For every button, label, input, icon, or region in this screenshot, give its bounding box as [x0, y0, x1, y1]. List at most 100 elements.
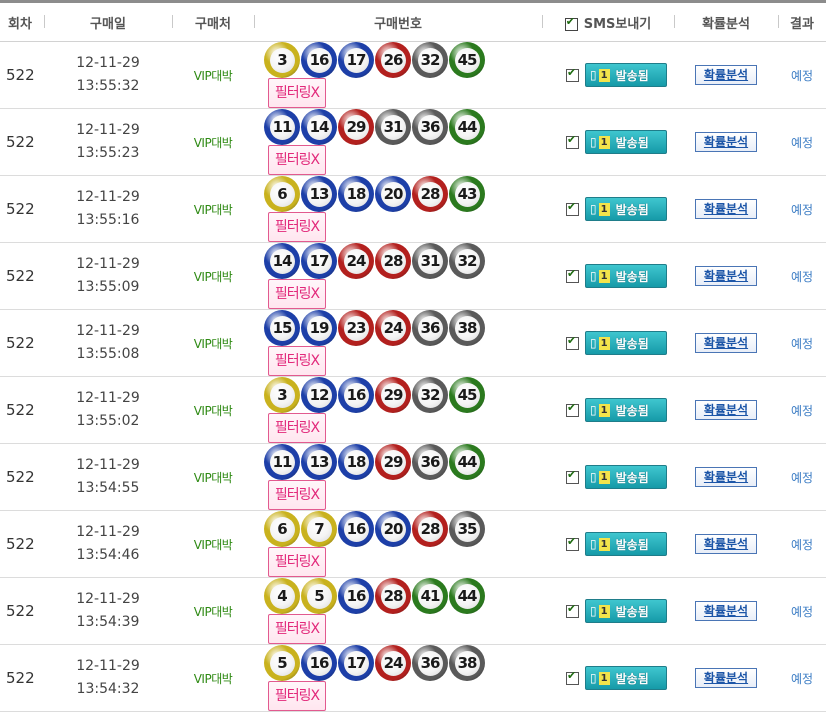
lotto-ball: 11 [264, 444, 300, 480]
lotto-ball: 28 [412, 176, 448, 212]
lotto-ball: 7 [301, 511, 337, 547]
purchase-time: 13:54:46 [76, 547, 140, 563]
sms-status: 발송됨 [615, 202, 649, 217]
sms-sent-button[interactable]: ▯ 1 발송됨 [585, 130, 667, 154]
sms-checkbox[interactable] [566, 133, 579, 149]
lotto-ball: 17 [338, 645, 374, 681]
lotto-ball-number: 36 [417, 650, 443, 676]
filter-button[interactable]: 필터링X [268, 614, 326, 644]
round-number: 522 [0, 376, 44, 444]
purchase-datetime: 12-11-29 13:55:16 [44, 175, 172, 243]
lotto-ball-number: 35 [454, 516, 480, 542]
lotto-ball-set: 3 12 16 29 32 45 [264, 377, 485, 413]
table-row: 522 12-11-29 13:55:16 VIP대박 6 13 18 20 28 43 필터링X ▯… [0, 175, 826, 243]
round-number: 522 [0, 108, 44, 176]
purchase-date: 12-11-29 [76, 390, 140, 406]
lotto-ball: 29 [375, 444, 411, 480]
sms-checkbox[interactable] [566, 267, 579, 283]
analysis-button[interactable]: 확률분석 [695, 65, 757, 86]
lotto-ball: 12 [301, 377, 337, 413]
filter-button[interactable]: 필터링X [268, 346, 326, 376]
analysis-button[interactable]: 확률분석 [695, 199, 757, 220]
analysis-button[interactable]: 확률분석 [695, 132, 757, 153]
lotto-ball-number: 6 [269, 181, 295, 207]
purchase-datetime: 12-11-29 13:55:09 [44, 242, 172, 310]
phone-icon: ▯ [590, 470, 597, 484]
lotto-ball-number: 17 [343, 47, 369, 73]
sms-checkbox[interactable] [566, 535, 579, 551]
lotto-ball: 24 [338, 243, 374, 279]
sms-sent-button[interactable]: ▯ 1 발송됨 [585, 465, 667, 489]
purchase-datetime: 12-11-29 13:55:23 [44, 108, 172, 176]
lotto-ball-number: 16 [343, 382, 369, 408]
analysis-button[interactable]: 확률분석 [695, 266, 757, 287]
analysis-button[interactable]: 확률분석 [695, 668, 757, 689]
phone-icon: ▯ [590, 336, 597, 350]
purchase-time: 13:55:32 [76, 78, 140, 94]
sms-sent-button[interactable]: ▯ 1 발송됨 [585, 264, 667, 288]
lotto-ball: 13 [301, 444, 337, 480]
lotto-ball-number: 13 [306, 181, 332, 207]
filter-button[interactable]: 필터링X [268, 547, 326, 577]
sms-status: 발송됨 [615, 470, 649, 485]
lotto-ball-number: 5 [306, 583, 332, 609]
sms-count: 1 [598, 336, 610, 350]
filter-button[interactable]: 필터링X [268, 78, 326, 108]
lotto-ball: 13 [301, 176, 337, 212]
filter-button[interactable]: 필터링X [268, 279, 326, 309]
purchase-numbers: 5 16 17 24 36 38 필터링X [254, 644, 542, 712]
sms-checkbox[interactable] [566, 200, 579, 216]
table-row: 522 12-11-29 13:54:55 VIP대박 11 13 18 29 36 44 필터링X… [0, 443, 826, 511]
sms-cell: ▯1 발송됨 [542, 175, 674, 243]
lotto-ball-set: 3 16 17 26 32 45 [264, 42, 485, 78]
purchase-store: VIP대박 [172, 41, 254, 109]
sms-sent-button[interactable]: ▯ 1 발송됨 [585, 666, 667, 690]
purchase-store: VIP대박 [172, 376, 254, 444]
lotto-ball-set: 11 14 29 31 36 44 [264, 109, 485, 145]
purchase-store: VIP대박 [172, 443, 254, 511]
sms-checkbox[interactable] [566, 602, 579, 618]
lotto-ball: 31 [375, 109, 411, 145]
analysis-button[interactable]: 확률분석 [695, 534, 757, 555]
filter-button[interactable]: 필터링X [268, 413, 326, 443]
lotto-ball-set: 6 7 16 20 28 35 [264, 511, 485, 547]
purchase-numbers: 3 16 17 26 32 45 필터링X [254, 41, 542, 109]
analysis-button[interactable]: 확률분석 [695, 333, 757, 354]
lotto-ball-number: 41 [417, 583, 443, 609]
lotto-ball: 38 [449, 645, 485, 681]
lotto-ball: 23 [338, 310, 374, 346]
sms-checkbox[interactable] [566, 401, 579, 417]
sms-checkbox[interactable] [566, 334, 579, 350]
filter-button[interactable]: 필터링X [268, 145, 326, 175]
sms-checkbox[interactable] [566, 468, 579, 484]
sms-sent-button[interactable]: ▯ 1 발송됨 [585, 63, 667, 87]
lotto-ball: 18 [338, 176, 374, 212]
sms-sent-button[interactable]: ▯ 1 발송됨 [585, 197, 667, 221]
filter-button[interactable]: 필터링X [268, 681, 326, 711]
select-all-sms-checkbox[interactable] [564, 15, 578, 31]
sms-checkbox[interactable] [566, 669, 579, 685]
sms-sent-button[interactable]: ▯ 1 발송됨 [585, 532, 667, 556]
top-border [0, 0, 826, 3]
result-status: 예정 [778, 108, 826, 176]
sms-sent-button[interactable]: ▯ 1 발송됨 [585, 599, 667, 623]
lotto-ball: 36 [412, 310, 448, 346]
sms-cell: ▯1 발송됨 [542, 510, 674, 578]
sms-checkbox[interactable] [566, 66, 579, 82]
lotto-ball: 18 [338, 444, 374, 480]
filter-button[interactable]: 필터링X [268, 212, 326, 242]
lotto-ball: 17 [301, 243, 337, 279]
purchase-store: VIP대박 [172, 309, 254, 377]
purchase-store: VIP대박 [172, 577, 254, 645]
sms-sent-button[interactable]: ▯ 1 발송됨 [585, 331, 667, 355]
lotto-ball: 16 [338, 578, 374, 614]
purchase-datetime: 12-11-29 13:55:32 [44, 41, 172, 109]
analysis-button[interactable]: 확률분석 [695, 601, 757, 622]
sms-sent-button[interactable]: ▯ 1 발송됨 [585, 398, 667, 422]
filter-button[interactable]: 필터링X [268, 480, 326, 510]
analysis-button[interactable]: 확률분석 [695, 400, 757, 421]
analysis-button[interactable]: 확률분석 [695, 467, 757, 488]
lotto-ball-number: 23 [343, 315, 369, 341]
lotto-ball: 16 [338, 377, 374, 413]
lotto-ball-number: 13 [306, 449, 332, 475]
